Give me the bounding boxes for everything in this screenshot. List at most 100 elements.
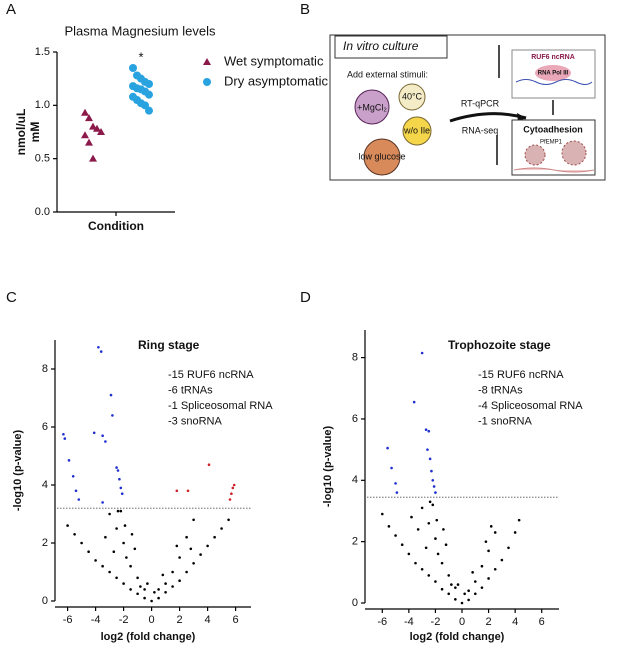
- data-point: [412, 400, 416, 404]
- data-point: [487, 577, 490, 580]
- data-point: [150, 599, 153, 603]
- y-tick-label: 2: [42, 537, 48, 549]
- x-axis-label: Condition: [88, 219, 144, 233]
- stimulus-label: w/o Ile: [403, 125, 430, 135]
- data-point: [431, 479, 435, 482]
- y-tick-label: 4: [42, 479, 48, 491]
- data-point: [192, 562, 195, 565]
- data-point: [189, 547, 193, 551]
- data-point: [480, 564, 484, 568]
- data-point: [432, 485, 436, 488]
- legend-label: Dry asymptomatic: [224, 73, 329, 88]
- data-point: [440, 561, 444, 565]
- chart-title: Ring stage: [138, 338, 200, 352]
- data-point: [104, 440, 107, 443]
- data-point: [199, 553, 202, 556]
- data-point: [416, 528, 420, 531]
- x-tick-label: -6: [377, 616, 387, 628]
- data-point: [85, 114, 93, 122]
- data-point: [171, 570, 174, 574]
- data-point: [157, 596, 160, 600]
- data-point: [386, 446, 389, 450]
- data-point: [122, 541, 125, 545]
- data-point: [447, 574, 451, 577]
- data-point: [493, 531, 497, 534]
- title-box: [334, 35, 448, 59]
- data-point: [67, 459, 71, 462]
- x-tick-label: -4: [404, 616, 414, 628]
- chart-title: Plasma Magnesium levels: [64, 23, 216, 38]
- data-point: [175, 489, 179, 493]
- panel-label: D: [300, 289, 311, 306]
- stimulus: [402, 116, 432, 146]
- x-tick-label: 6: [233, 614, 239, 626]
- data-point: [480, 586, 484, 589]
- data-point: [66, 524, 69, 527]
- data-point: [436, 552, 440, 556]
- diagram: In vitro culture Add external stimuli: +…: [329, 34, 606, 181]
- x-tick-label: 0: [149, 614, 155, 626]
- annotation: -1 Spliceosomal RNA: [168, 400, 273, 412]
- data-point: [424, 428, 428, 431]
- data-point: [430, 469, 433, 473]
- infected-cell: [524, 144, 546, 166]
- data-point: [104, 535, 107, 539]
- data-point: [81, 131, 89, 139]
- data-point: [139, 585, 142, 588]
- data-point: [146, 582, 149, 585]
- data-point: [109, 393, 113, 397]
- data-point: [220, 527, 223, 530]
- outcome-label: Cytoadhesion: [523, 124, 583, 134]
- data-point: [125, 556, 128, 559]
- data-point: [507, 546, 510, 550]
- data-point: [108, 512, 111, 516]
- data-point: [153, 591, 156, 594]
- data-point: [178, 556, 181, 559]
- data-point: [73, 533, 76, 536]
- data-point: [97, 128, 105, 135]
- y-tick-label: 2: [352, 536, 358, 548]
- data-point: [454, 586, 457, 589]
- x-tick-label: 2: [486, 616, 492, 628]
- data-point: [175, 544, 179, 548]
- polymerase-label: RNA Pol III: [538, 71, 569, 77]
- data-point: [122, 582, 125, 585]
- data-point: [435, 518, 439, 522]
- legend-label: Wet symptomatic: [224, 53, 324, 68]
- x-tick-label: 4: [205, 614, 211, 626]
- data-point: [118, 477, 121, 481]
- data-point: [428, 500, 432, 504]
- data-point: [407, 552, 411, 556]
- data-point: [387, 525, 391, 528]
- data-point: [136, 576, 139, 580]
- data-point: [89, 154, 97, 162]
- panel-label: A: [6, 1, 16, 18]
- data-point: [85, 138, 93, 146]
- data-point: [87, 550, 90, 553]
- data-point: [447, 592, 451, 596]
- data-point: [489, 525, 493, 528]
- data-point: [230, 492, 233, 496]
- data-point: [467, 589, 470, 593]
- data-point: [101, 501, 104, 504]
- data-point: [129, 64, 137, 72]
- data-point: [456, 583, 460, 586]
- data-point: [120, 492, 124, 496]
- data-point: [101, 564, 104, 568]
- annotation: -1 snoRNA: [478, 415, 532, 427]
- x-tick-label: -6: [63, 614, 73, 626]
- y-axis-label: mM: [28, 122, 42, 143]
- stimuli-title: Add external stimuli:: [347, 69, 428, 79]
- data-point: [213, 535, 216, 539]
- data-point: [123, 524, 127, 527]
- data-point: [115, 576, 118, 580]
- data-point: [119, 509, 123, 513]
- annotation: *: [138, 49, 143, 64]
- y-tick-label: 0: [42, 595, 48, 607]
- y-tick-label: 6: [42, 421, 48, 433]
- data-point: [427, 429, 431, 433]
- stimulus: [354, 89, 390, 125]
- data-point: [77, 498, 81, 501]
- x-tick-label: 0: [459, 616, 465, 628]
- data-point: [228, 498, 232, 501]
